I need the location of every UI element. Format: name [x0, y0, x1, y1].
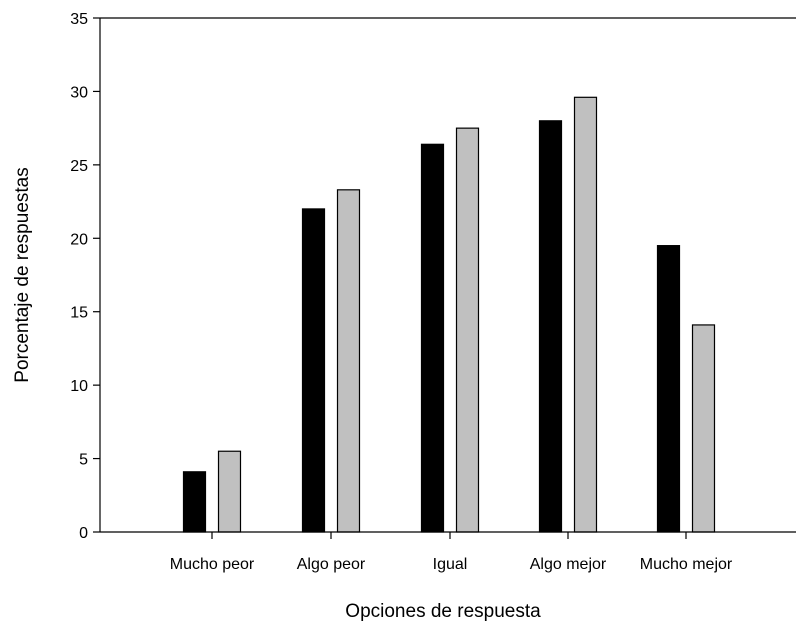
x-tick-label: Algo mejor — [530, 556, 607, 573]
bar-series-2-4 — [691, 324, 716, 533]
bar-series-2-1 — [336, 189, 361, 533]
y-tick-label: 5 — [79, 452, 88, 469]
y-tick-label: 0 — [79, 525, 88, 542]
x-tick-label: Mucho peor — [170, 556, 255, 573]
x-tick-label: Algo peor — [297, 556, 366, 573]
y-tick-label: 35 — [70, 11, 88, 28]
y-tick-label: 20 — [70, 231, 88, 248]
bar-series-2-2 — [455, 127, 480, 533]
bar-series-1-1 — [301, 208, 326, 533]
bars-layer — [182, 96, 716, 533]
y-axis-title: Porcentaje de respuestas — [12, 167, 33, 382]
x-axis-title: Opciones de respuesta — [345, 601, 541, 622]
y-ticks: 0 5 10 15 20 25 30 35 — [70, 11, 100, 542]
bar-series-1-4 — [656, 245, 681, 533]
x-tick-label: Mucho mejor — [640, 556, 733, 573]
bar-series-1-2 — [420, 143, 445, 533]
x-tick-label: Igual — [433, 556, 468, 573]
y-tick-label: 25 — [70, 158, 88, 175]
x-ticks: Mucho peor Algo peor Igual Algo mejor Mucho … — [170, 532, 733, 573]
bar-series-1-3 — [538, 120, 563, 533]
axes-layer — [99, 17, 796, 533]
bar-series-2-3 — [573, 96, 598, 533]
y-tick-label: 30 — [70, 84, 88, 101]
bar-series-2-0 — [217, 450, 242, 533]
y-tick-label: 10 — [70, 378, 88, 395]
bar-series-1-0 — [182, 471, 207, 533]
y-tick-label: 15 — [70, 305, 88, 322]
